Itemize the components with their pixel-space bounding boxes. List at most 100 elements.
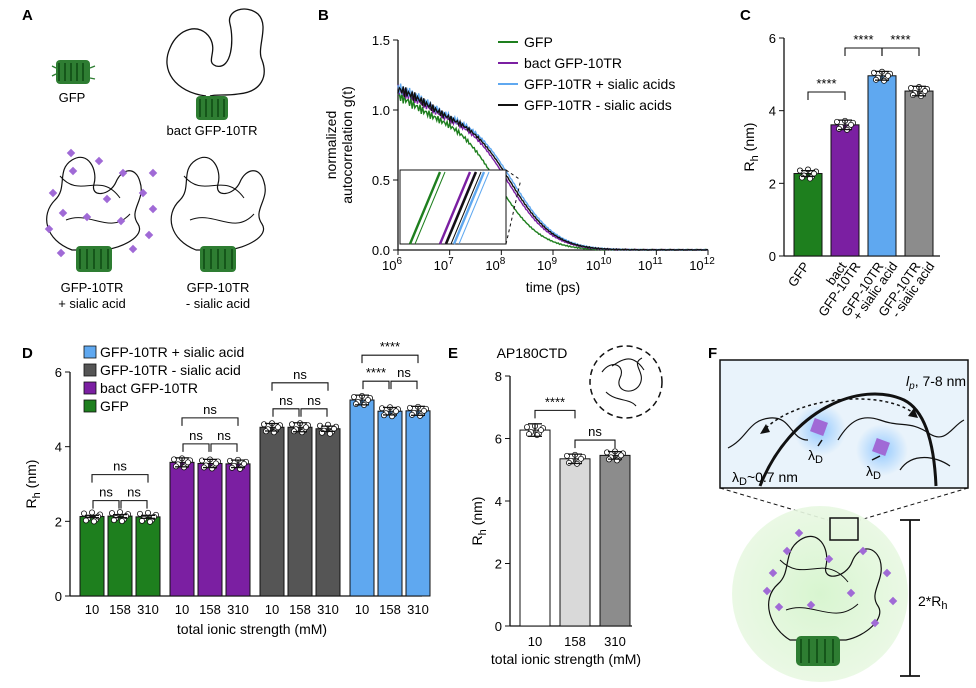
d-sig-2-1-sig-label: ns	[307, 393, 321, 408]
d-bar-2-2-point-6	[330, 425, 337, 432]
d-bar-0-0-point-2	[89, 509, 96, 516]
d-sig-2-0-sig-label: ns	[279, 393, 293, 408]
sialic-dot-f-10	[806, 600, 816, 610]
e-bar-2	[599, 454, 631, 627]
gfp-10tr-minus-sialic-illustration	[170, 156, 266, 272]
c-bar-0-point-5	[799, 174, 806, 181]
d-bar-1-2-point-6	[240, 460, 247, 467]
d-bar-3-1-point-6	[392, 408, 399, 415]
d-bar-1-0	[169, 461, 195, 597]
c-ytick-label: 2	[769, 176, 776, 191]
b-inset-box	[399, 169, 507, 245]
sialic-dot-f-8	[762, 586, 772, 596]
b-inset-line-2	[452, 171, 486, 245]
sialic-dot-14	[66, 148, 76, 158]
e-ytick-label: 4	[495, 494, 502, 509]
persistence-arrow-head-right	[908, 408, 918, 418]
b-ytick-label: 1.0	[372, 103, 390, 118]
d-xtick-label-0-2: 310	[137, 602, 159, 617]
d-sig-1-2-sig-label: ns	[203, 402, 217, 417]
d-bar-3-1	[377, 410, 403, 597]
d-xtick-label-1-1: 158	[199, 602, 221, 617]
lambda-d-label-1: λD	[808, 447, 823, 466]
label-gfp-schematic: GFP	[59, 90, 86, 105]
e-ytick-label: 8	[495, 369, 502, 384]
e-sig-0-bracket	[534, 409, 576, 419]
d-sig-0-2-sig-label: ns	[113, 459, 127, 474]
b-xtick-label: 109	[537, 256, 557, 273]
b-y-axis-label-line2: autocorrelation g(t)	[339, 86, 355, 204]
c-sig-0-bracket	[807, 91, 846, 100]
d-sig-1-2-bracket	[181, 417, 239, 426]
d-bar-0-2	[135, 516, 161, 597]
sialic-dot-10	[128, 244, 138, 254]
e-ytick-label: 2	[495, 557, 502, 572]
panel-f-schematic: lp, 7-8 nm λD λD λD~0.7 nm 2*Rh	[719, 359, 969, 682]
d-sig-1-0-sig-label: ns	[189, 428, 203, 443]
d-bar-0-2-point-2	[144, 509, 151, 516]
e-ytick-label: 0	[495, 619, 502, 634]
sialic-dot-3	[56, 248, 66, 258]
d-bar-1-2-point-0	[226, 457, 233, 464]
e-y-axis-label: Rh (nm)	[469, 497, 489, 546]
e-bar-0-point-6	[538, 427, 545, 434]
e-bar-1-point-5	[566, 459, 573, 466]
b-inset-line-b-0	[414, 171, 446, 245]
panel-e-ap180ctd-chart: 0 2 4 6 8 Rh (nm) AP180CTD total ionic strength…	[469, 345, 663, 667]
d-bar-0-0-point-6	[95, 513, 102, 520]
sialic-dot-f-5	[888, 596, 898, 606]
sialic-dot-2	[44, 224, 54, 234]
label-minus-sialic-line2: - sialic acid	[186, 296, 250, 311]
d-bar-0-2-point-7	[146, 518, 153, 525]
sialic-dot-7	[138, 188, 148, 198]
label-bact-schematic: bact GFP-10TR	[166, 123, 257, 138]
lambda-d-label-2: λD	[866, 463, 881, 482]
b-ytick-label: 0.5	[372, 173, 390, 188]
c-bar-3	[904, 90, 934, 257]
d-legend-swatch-2	[83, 381, 97, 395]
b-xtick-label: 1010	[586, 256, 612, 273]
e-title: AP180CTD	[497, 345, 568, 361]
sialic-dot-f-4	[882, 568, 892, 578]
e-xtick-label-1: 158	[564, 634, 586, 649]
d-xtick-label-2-1: 158	[289, 602, 311, 617]
gfp-barrel-illustration	[51, 60, 96, 84]
b-legend-label-2: GFP-10TR + sialic acids	[524, 76, 675, 92]
d-legend-swatch-0	[83, 345, 97, 359]
persistence-arrow	[765, 398, 913, 429]
panel-b-autocorrelation-chart: 0.0 0.5 1.0 1.5 106 107 108 109 1010 1011 1012 time…	[323, 33, 715, 295]
d-xtick-label-3-2: 310	[407, 602, 429, 617]
d-bar-2-0-point-6	[274, 424, 281, 431]
c-sig-2-bracket	[881, 47, 920, 56]
d-y-axis-label: Rh (nm)	[23, 460, 43, 509]
d-sig-3-2-sig-label: ****	[380, 339, 400, 354]
b-xtick-label: 108	[485, 256, 505, 273]
sialic-dot-6	[118, 168, 128, 178]
b-ytick-label: 1.5	[372, 33, 390, 48]
b-inset-line-b-2	[458, 171, 490, 245]
c-ytick-label: 4	[769, 104, 776, 119]
d-bar-0-1-point-2	[117, 509, 124, 516]
d-sig-0-1-bracket	[120, 500, 148, 509]
sialic-dot-f-3	[858, 546, 868, 556]
b-inset-connector-bottom	[505, 179, 522, 245]
sialic-dot-f-2	[794, 528, 804, 538]
b-series-line-3	[397, 86, 709, 251]
chain-thick	[758, 392, 938, 487]
b-x-axis-label: time (ps)	[526, 279, 580, 295]
d-bar-2-2	[315, 428, 341, 597]
c-y-axis-label: Rh (nm)	[741, 123, 761, 172]
d-legend-label-0: GFP-10TR + sialic acid	[100, 344, 244, 360]
d-sig-3-1-bracket	[390, 380, 418, 390]
sialic-dot-15	[148, 168, 158, 178]
sialic-diamond-1	[810, 418, 828, 436]
e-bar-1-point-6	[578, 455, 585, 462]
sialic-dot-8	[148, 204, 158, 214]
c-sig-1-bracket	[844, 47, 883, 56]
d-sig-0-0-bracket	[92, 500, 120, 509]
e-bar-2-point-0	[604, 449, 611, 456]
gfp-10tr-sphere-illustration	[768, 517, 882, 666]
c-xtick-label-0-0: GFP	[785, 259, 813, 290]
d-bar-2-1-point-6	[302, 424, 309, 431]
d-sig-2-2-bracket	[271, 382, 329, 391]
